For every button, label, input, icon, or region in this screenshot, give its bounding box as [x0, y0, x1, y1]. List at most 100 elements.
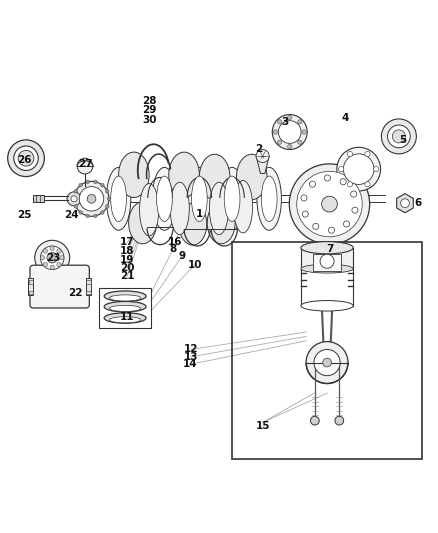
Ellipse shape — [110, 305, 141, 311]
Circle shape — [94, 180, 97, 183]
Ellipse shape — [119, 152, 149, 198]
Text: 22: 22 — [67, 288, 82, 298]
Circle shape — [101, 211, 104, 214]
Circle shape — [328, 227, 335, 233]
Circle shape — [313, 223, 319, 230]
Ellipse shape — [257, 167, 282, 230]
Circle shape — [256, 149, 269, 163]
Circle shape — [50, 265, 54, 270]
Circle shape — [77, 158, 93, 174]
Text: 28: 28 — [142, 95, 156, 106]
Polygon shape — [397, 193, 413, 213]
Circle shape — [337, 147, 381, 191]
Text: 13: 13 — [184, 352, 198, 362]
Circle shape — [288, 144, 292, 149]
Text: 18: 18 — [120, 246, 134, 256]
Circle shape — [314, 350, 340, 376]
Circle shape — [79, 183, 82, 187]
Text: 10: 10 — [188, 260, 202, 270]
Ellipse shape — [237, 154, 267, 200]
Text: 15: 15 — [255, 421, 270, 431]
Ellipse shape — [170, 182, 189, 235]
Bar — [86, 280, 91, 284]
Circle shape — [388, 125, 410, 148]
Circle shape — [40, 246, 64, 270]
Circle shape — [57, 262, 61, 266]
Circle shape — [365, 182, 370, 187]
Ellipse shape — [233, 181, 253, 233]
Circle shape — [87, 195, 96, 203]
Circle shape — [50, 246, 54, 251]
Circle shape — [86, 180, 89, 183]
Circle shape — [79, 187, 104, 211]
Circle shape — [74, 190, 78, 193]
Circle shape — [321, 196, 337, 212]
Circle shape — [277, 119, 282, 124]
Circle shape — [309, 181, 315, 187]
Circle shape — [381, 119, 417, 154]
Circle shape — [86, 214, 89, 217]
Circle shape — [301, 195, 307, 201]
Ellipse shape — [104, 313, 146, 323]
Text: 30: 30 — [142, 115, 156, 125]
Circle shape — [272, 115, 307, 149]
Text: 12: 12 — [184, 344, 198, 354]
Text: 7: 7 — [327, 244, 334, 254]
Text: 8: 8 — [170, 244, 177, 254]
Circle shape — [306, 342, 348, 384]
Circle shape — [352, 207, 358, 213]
Circle shape — [277, 140, 282, 144]
Circle shape — [35, 240, 70, 275]
Text: 14: 14 — [184, 359, 198, 369]
FancyBboxPatch shape — [30, 265, 89, 308]
Circle shape — [288, 116, 292, 120]
Bar — [99, 288, 151, 328]
Bar — [28, 278, 33, 295]
Ellipse shape — [301, 301, 353, 311]
Circle shape — [325, 175, 330, 181]
Circle shape — [374, 166, 379, 172]
Bar — [33, 195, 44, 203]
Circle shape — [72, 197, 76, 200]
Circle shape — [14, 146, 38, 171]
Text: 19: 19 — [120, 255, 134, 265]
Bar — [232, 243, 422, 458]
Circle shape — [273, 130, 278, 134]
Circle shape — [47, 253, 57, 263]
Text: 24: 24 — [64, 211, 79, 221]
Circle shape — [106, 205, 109, 208]
Text: 25: 25 — [18, 211, 32, 221]
Circle shape — [40, 256, 45, 260]
Text: 16: 16 — [168, 238, 183, 247]
Bar — [301, 248, 353, 269]
Ellipse shape — [224, 176, 240, 222]
Circle shape — [311, 416, 319, 425]
Circle shape — [302, 211, 308, 217]
Ellipse shape — [152, 167, 177, 230]
Circle shape — [18, 150, 34, 166]
Text: 6: 6 — [414, 198, 421, 208]
Ellipse shape — [169, 152, 199, 198]
Ellipse shape — [261, 176, 277, 222]
Ellipse shape — [301, 264, 353, 273]
Ellipse shape — [209, 182, 229, 235]
Circle shape — [343, 221, 350, 227]
Circle shape — [401, 199, 410, 207]
Ellipse shape — [111, 176, 127, 222]
Ellipse shape — [191, 176, 207, 222]
Circle shape — [343, 154, 374, 184]
Circle shape — [74, 181, 109, 216]
Text: 3: 3 — [281, 117, 288, 127]
Text: 26: 26 — [18, 155, 32, 165]
Text: 11: 11 — [120, 312, 134, 322]
Circle shape — [8, 140, 44, 176]
Circle shape — [340, 179, 346, 185]
Text: 4: 4 — [342, 113, 349, 123]
Circle shape — [302, 130, 306, 134]
Bar — [28, 290, 33, 294]
Circle shape — [71, 196, 77, 202]
Circle shape — [79, 211, 82, 214]
Circle shape — [43, 262, 48, 266]
Circle shape — [67, 192, 81, 206]
Text: 17: 17 — [120, 238, 134, 247]
